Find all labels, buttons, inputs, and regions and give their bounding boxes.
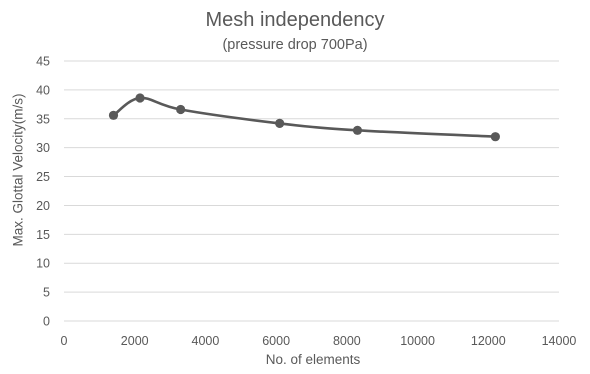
- x-tick-label: 4000: [192, 334, 220, 348]
- y-tick-label: 20: [36, 199, 50, 213]
- y-tick-label: 30: [36, 141, 50, 155]
- y-tick-label: 0: [43, 315, 50, 329]
- y-tick-label: 15: [36, 228, 50, 242]
- y-tick-label: 5: [43, 286, 50, 300]
- y-tick-label: 40: [36, 83, 50, 97]
- x-axis-label: No. of elements: [0, 352, 590, 367]
- y-axis-label: Max. Glottal Velocity(m/s): [11, 93, 26, 246]
- x-tick-label: 8000: [333, 334, 361, 348]
- data-point-marker: [275, 119, 284, 128]
- data-point-marker: [109, 111, 118, 120]
- series-line: [114, 98, 496, 137]
- y-tick-label: 10: [36, 257, 50, 271]
- y-tick-label: 45: [36, 55, 50, 69]
- y-tick-label: 25: [36, 170, 50, 184]
- y-tick-labels: 0 5 10 15 20 25 30 35 40 45: [36, 55, 50, 329]
- y-tick-label: 35: [36, 112, 50, 126]
- x-tick-label: 12000: [471, 334, 506, 348]
- data-point-marker: [353, 126, 362, 135]
- x-tick-label: 2000: [121, 334, 149, 348]
- series-line-path: [114, 98, 496, 137]
- x-tick-label: 0: [61, 334, 68, 348]
- x-tick-label: 6000: [262, 334, 290, 348]
- data-point-marker: [135, 93, 144, 102]
- data-point-marker: [176, 105, 185, 114]
- x-tick-label: 14000: [542, 334, 577, 348]
- x-tick-label: 10000: [400, 334, 435, 348]
- data-point-marker: [491, 132, 500, 141]
- x-tick-labels: 0 2000 4000 6000 8000 10000 12000 14000: [61, 334, 577, 348]
